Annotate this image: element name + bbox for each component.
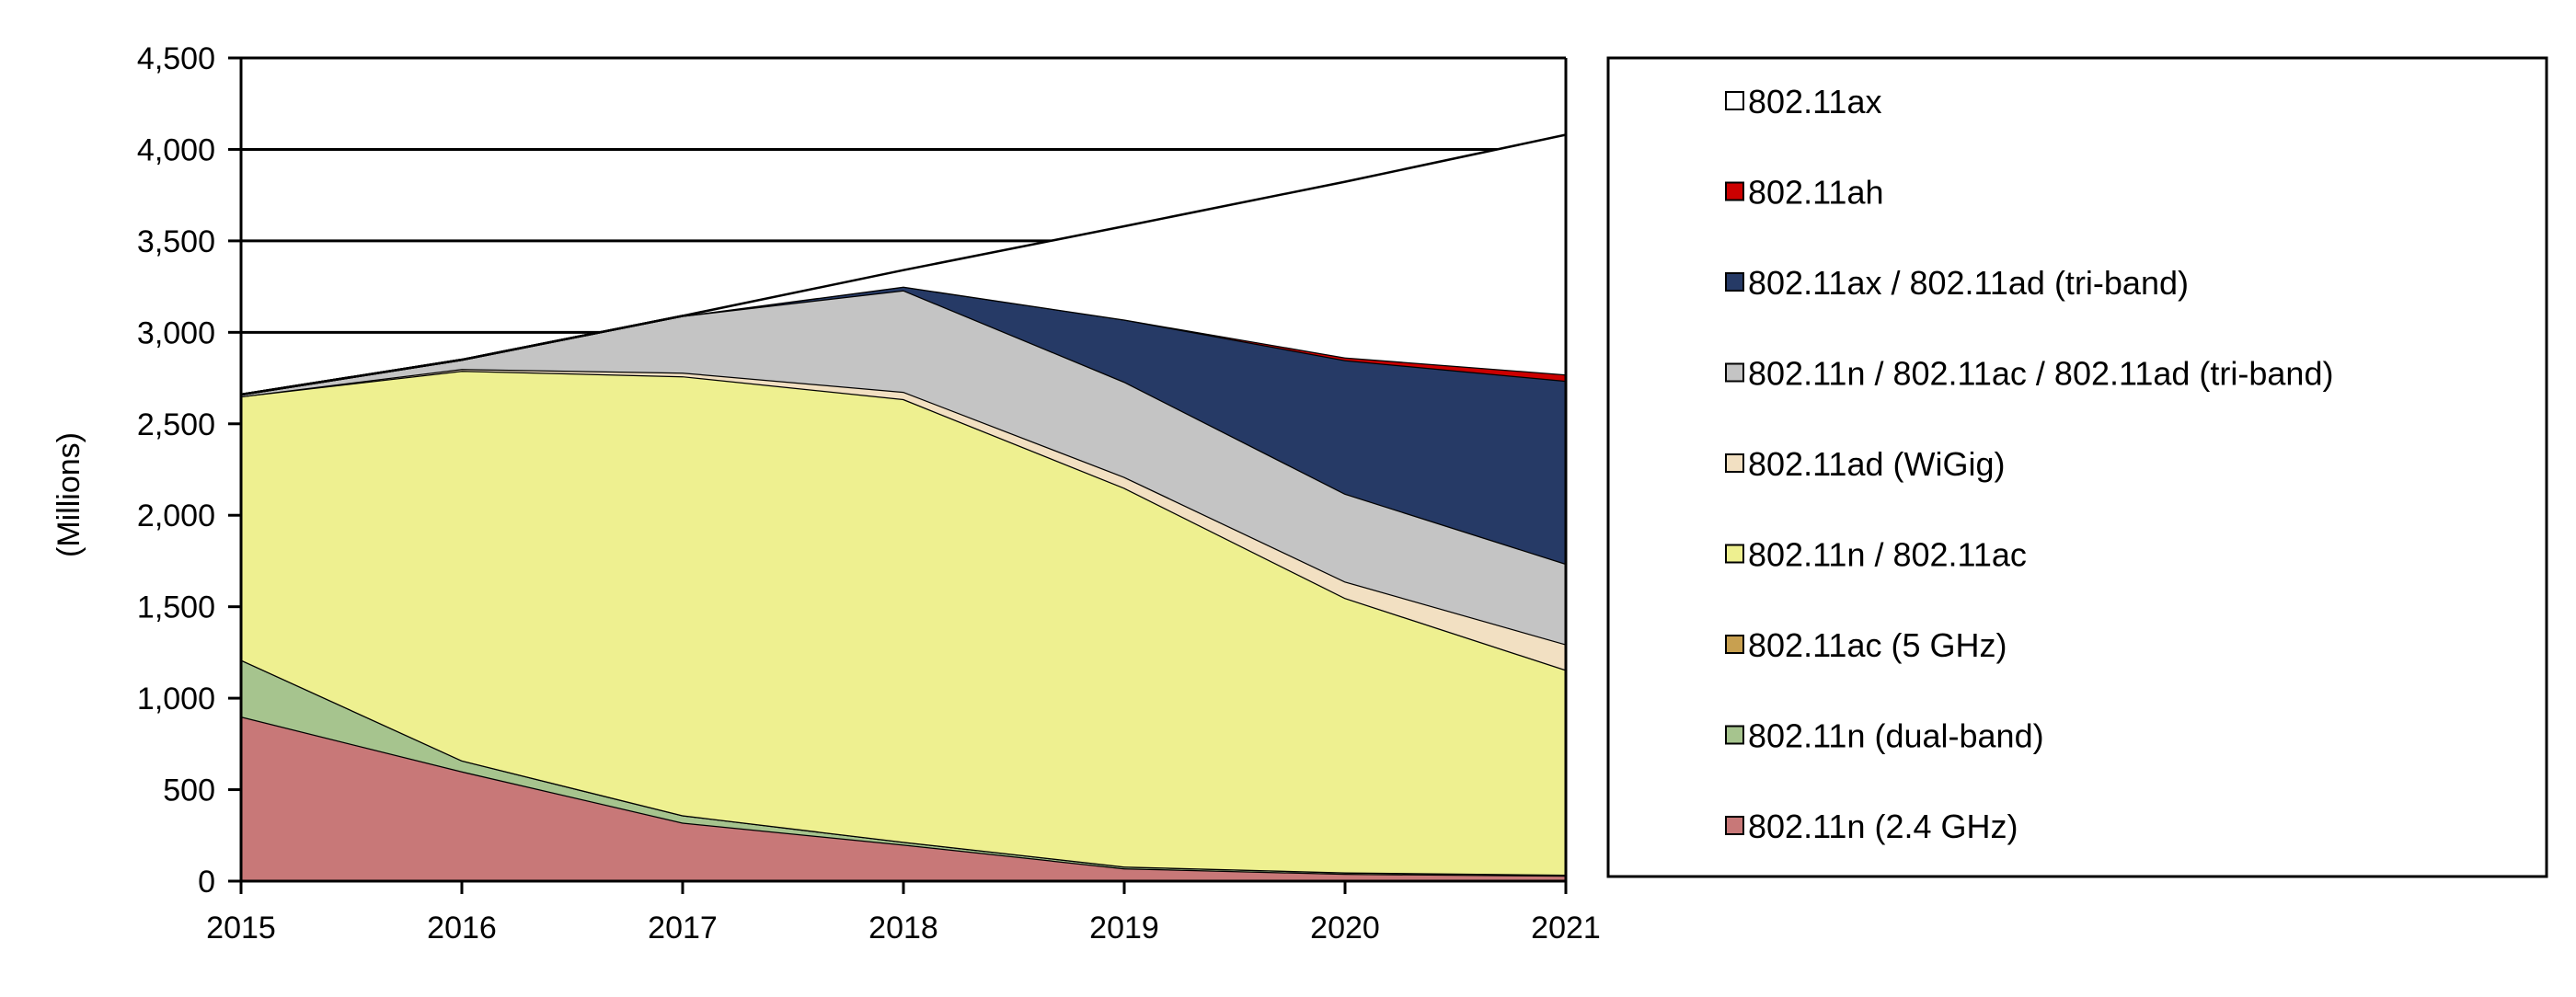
x-tick-label: 2016	[427, 911, 497, 945]
x-tick-label: 2019	[1089, 911, 1159, 945]
legend-item-802-11n-2-4-ghz: 802.11n (2.4 GHz)	[1725, 808, 2018, 845]
x-tick-label: 2018	[868, 911, 938, 945]
legend-swatch	[1725, 816, 1744, 835]
area-802-11ax-802-11ad-tri-band	[241, 286, 1566, 564]
legend-item-802-11ac-5-ghz: 802.11ac (5 GHz)	[1725, 626, 2007, 664]
legend-box	[1606, 56, 2548, 878]
legend-item-802-11ad-wigig: 802.11ad (WiGig)	[1725, 445, 2005, 483]
legend-swatch	[1725, 272, 1744, 292]
y-tick-label: 2,500	[137, 407, 215, 442]
area-802-11n-802-11ac	[241, 371, 1566, 876]
legend-item-802-11n-dual-band: 802.11n (dual-band)	[1725, 717, 2044, 755]
y-axis-title: (Millions)	[52, 432, 86, 557]
x-tick-label: 2015	[206, 911, 276, 945]
legend-swatch	[1725, 453, 1744, 473]
legend-label: 802.11n (dual-band)	[1748, 717, 2044, 755]
y-tick-label: 3,000	[137, 315, 215, 350]
y-tick-label: 3,500	[137, 224, 215, 259]
legend-label: 802.11n (2.4 GHz)	[1748, 808, 2018, 845]
legend-label: 802.11n / 802.11ac	[1748, 536, 2027, 574]
area-802-11n-802-11ac-802-11ad-tri-band	[241, 290, 1566, 645]
legend-label: 802.11ah	[1748, 174, 1883, 212]
y-tick-label: 4,500	[137, 41, 215, 76]
y-tick-label: 1,500	[137, 590, 215, 625]
y-tick-label: 2,000	[137, 498, 215, 533]
legend-label: 802.11ax	[1748, 83, 1881, 120]
area-edge-802-11ax	[240, 133, 1567, 396]
legend-label: 802.11n / 802.11ac / 802.11ad (tri-band)	[1748, 355, 2333, 393]
plot-area	[240, 56, 1567, 881]
area-802-11ax	[241, 134, 1566, 395]
legend-swatch	[1725, 181, 1744, 201]
legend-label: 802.11ad (WiGig)	[1748, 445, 2005, 483]
x-tick-label: 2020	[1310, 911, 1380, 945]
legend-swatch	[1725, 725, 1744, 745]
legend-item-802-11n-802-11ac-802-11ad-tri-band: 802.11n / 802.11ac / 802.11ad (tri-band)	[1725, 355, 2333, 393]
legend: 802.11ax 802.11ah 802.11ax / 802.11ad (tri…	[1606, 56, 2548, 878]
y-tick-label: 1,000	[137, 682, 215, 716]
legend-swatch	[1725, 91, 1744, 110]
y-tick-label: 4,000	[137, 132, 215, 167]
legend-label: 802.11ax / 802.11ad (tri-band)	[1748, 264, 2189, 302]
legend-label: 802.11ac (5 GHz)	[1748, 626, 2007, 664]
axes: 0 500 1,000 1,500 2,000 2,500 3,000 3,500 4,000 4…	[137, 41, 1601, 945]
legend-item-802-11n-802-11ac: 802.11n / 802.11ac	[1725, 536, 2027, 574]
legend-swatch	[1725, 635, 1744, 654]
x-tick-label: 2017	[648, 911, 718, 945]
x-tick-label: 2021	[1531, 911, 1601, 945]
y-tick-label: 0	[198, 865, 215, 900]
legend-swatch	[1725, 544, 1744, 564]
legend-item-802-11ah: 802.11ah	[1725, 174, 1883, 212]
legend-item-802-11ax-802-11ad-tri-band: 802.11ax / 802.11ad (tri-band)	[1725, 264, 2189, 302]
legend-item-802-11ax: 802.11ax	[1725, 83, 1881, 120]
y-tick-label: 500	[163, 774, 215, 808]
legend-swatch	[1725, 362, 1744, 383]
area-802-11n-2-4-ghz	[241, 716, 1566, 881]
